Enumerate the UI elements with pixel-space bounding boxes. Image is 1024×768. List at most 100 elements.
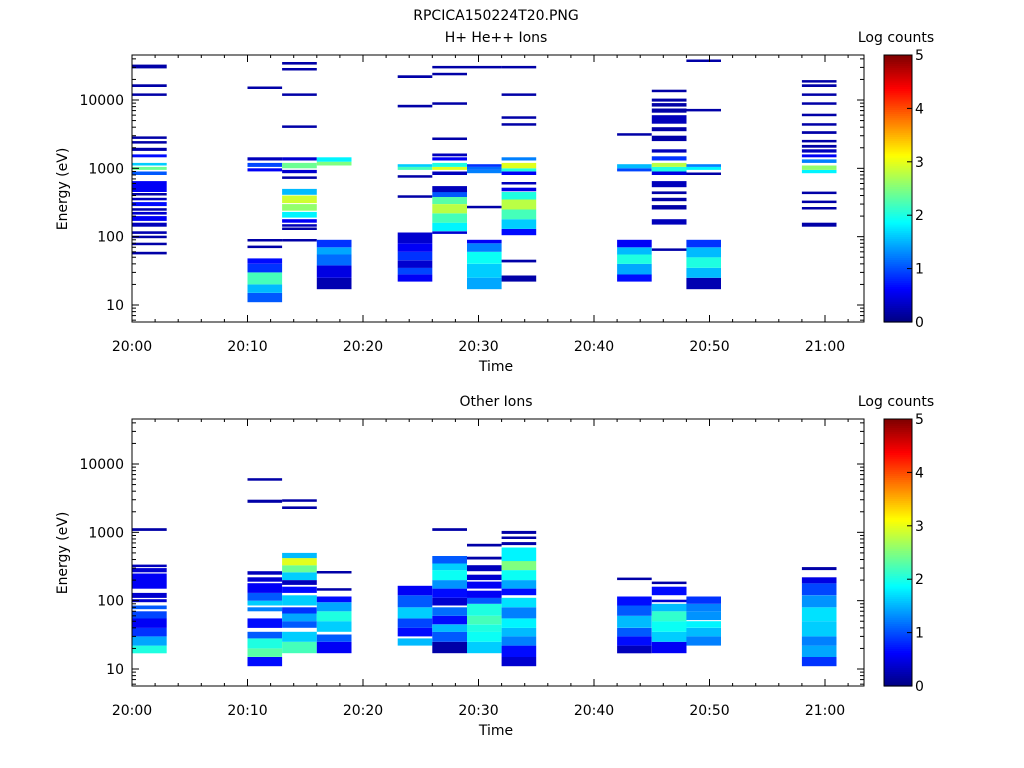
heatmap-cell — [282, 195, 317, 204]
heatmap-cell — [651, 621, 687, 632]
heatmap-cell — [282, 499, 317, 502]
heatmap-cell — [801, 645, 837, 657]
colorbar-segment — [884, 504, 912, 508]
heatmap-cell — [282, 162, 317, 169]
heatmap-cell — [467, 556, 502, 560]
x-axis-ticks: 20:00 20:10 20:20 20:30 20:40 20:50 21:00 — [112, 419, 849, 719]
heatmap-cell — [501, 530, 537, 534]
colorbar-tick-label: 5 — [915, 48, 924, 64]
heatmap-cell — [132, 147, 167, 151]
colorbar-segment — [884, 244, 912, 248]
heatmap-cell — [686, 636, 721, 646]
heatmap-cell — [617, 254, 652, 264]
colorbar-segment — [884, 435, 912, 439]
colorbar-label: Log counts — [858, 30, 934, 46]
colorbar-segment — [884, 621, 912, 625]
colorbar-segment — [884, 527, 912, 531]
x-tick-label: 20:10 — [227, 703, 267, 719]
colorbar-segment — [884, 606, 912, 610]
heatmap-cell — [617, 627, 652, 637]
colorbar-segment — [884, 446, 912, 449]
heatmap-cell — [247, 293, 283, 303]
colorbar-segment — [884, 660, 912, 664]
colorbar-segment — [884, 673, 912, 677]
heatmap-cell — [501, 65, 537, 69]
colorbar-segment — [884, 521, 912, 524]
heatmap-cell — [432, 65, 467, 69]
heatmap-cell — [247, 638, 283, 649]
heatmap-cell — [801, 583, 837, 596]
colorbar-segment — [884, 654, 912, 658]
colorbar-segment — [884, 569, 912, 572]
heatmap-cell — [501, 547, 537, 562]
colorbar-segment — [884, 439, 912, 443]
heatmap-cell — [316, 254, 352, 266]
colorbar-tick-label: 1 — [915, 262, 924, 278]
colorbar-segment — [884, 86, 912, 89]
colorbar-segment — [884, 450, 912, 453]
heatmap-cell — [316, 588, 352, 591]
y-tick-label: 10000 — [79, 93, 124, 109]
colorbar-segment — [884, 67, 912, 71]
heatmap-cell — [132, 222, 167, 227]
heatmap-cell — [282, 506, 317, 509]
heatmap-cell — [617, 577, 652, 581]
x-tick-label: 20:00 — [112, 703, 152, 719]
colorbar-segment — [884, 188, 912, 192]
colorbar-frame — [883, 54, 913, 323]
heatmap-cell — [432, 162, 467, 167]
colorbar-segment — [884, 429, 912, 433]
heatmap-cell — [282, 572, 317, 581]
colorbar-segment — [884, 638, 912, 641]
heatmap-cell — [432, 166, 467, 170]
x-tick-label: 20:00 — [112, 339, 152, 355]
y-tick-label: 10 — [106, 662, 124, 678]
colorbar-segment — [884, 59, 912, 62]
y-axis-ticks: 10 100 1000 10000 — [79, 58, 864, 321]
heatmap-cell — [132, 211, 167, 215]
y-tick-label: 1000 — [88, 161, 124, 177]
heatmap-cell — [501, 182, 537, 185]
heatmap-cell — [501, 259, 537, 263]
colorbar-segment — [884, 625, 912, 629]
heatmap-cell — [247, 284, 283, 293]
colorbar-segment — [884, 544, 912, 547]
colorbar-segment — [884, 276, 912, 279]
x-axis-label: Time — [478, 723, 513, 739]
heatmap-cell — [432, 580, 467, 589]
heatmap-cell — [801, 149, 837, 153]
colorbar-segment — [884, 153, 912, 156]
heatmap-cell — [132, 528, 167, 531]
heatmap-cell — [686, 172, 721, 175]
colorbar-segment — [884, 640, 912, 643]
colorbar-segment — [884, 650, 912, 654]
heatmap-cell — [801, 113, 837, 117]
panel-title: H+ He++ Ions — [445, 30, 548, 46]
colorbar-segment — [884, 317, 912, 321]
heatmap-cell — [282, 93, 317, 96]
heatmap-cell — [432, 197, 467, 204]
colorbar-segment — [884, 96, 912, 100]
heatmap-cell — [801, 154, 837, 158]
heatmap-cell — [651, 191, 687, 195]
heatmap-cell — [801, 200, 837, 204]
colorbar-segment — [884, 542, 912, 545]
colorbar-segment — [884, 178, 912, 181]
heatmap-cell — [132, 154, 167, 158]
heatmap-cell — [501, 542, 537, 546]
heatmap-cell — [282, 169, 317, 174]
heatmap-cell — [686, 627, 721, 637]
colorbar-segment — [884, 427, 912, 431]
heatmap-cell — [432, 153, 467, 157]
heatmap-cell — [467, 603, 502, 616]
colorbar-segment — [884, 512, 912, 516]
heatmap-cell — [686, 108, 721, 112]
heatmap-cell — [801, 80, 837, 83]
colorbar-segment — [884, 462, 912, 466]
heatmap-cell — [651, 205, 687, 210]
colorbar-segment — [884, 232, 912, 235]
heatmap-cell — [651, 149, 687, 153]
heatmap-cell — [467, 277, 502, 290]
colorbar-segment — [884, 294, 912, 298]
